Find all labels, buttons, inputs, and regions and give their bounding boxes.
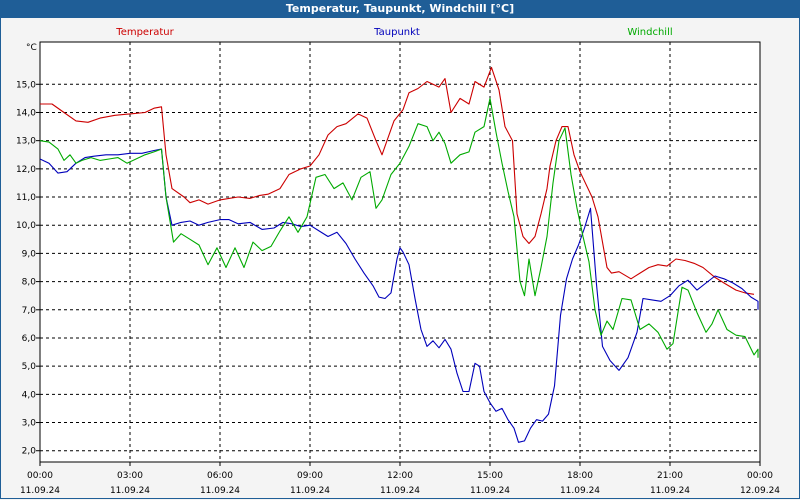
x-tick-time: 09:00 — [297, 471, 323, 481]
y-tick-label: 8,0 — [22, 278, 37, 288]
x-tick-date: 11.09.24 — [20, 486, 60, 496]
y-tick-label: 11,0 — [16, 193, 36, 203]
x-tick-time: 03:00 — [117, 471, 143, 481]
y-tick-label: 4,0 — [22, 390, 37, 400]
grid-lines — [40, 42, 760, 462]
x-tick-date: 11.09.24 — [380, 486, 420, 496]
x-tick-time: 00:00 — [27, 471, 53, 481]
x-tick-time: 00:00 — [747, 471, 773, 481]
legend-entry-temperatur: Temperatur — [115, 27, 174, 38]
legend-entry-windchill: Windchill — [627, 27, 672, 38]
legend-entry-taupunkt: Taupunkt — [373, 27, 420, 38]
x-tick-date: 12.09.24 — [740, 486, 780, 496]
x-tick-time: 12:00 — [387, 471, 413, 481]
legend: Temperatur Taupunkt Windchill — [115, 27, 672, 38]
y-tick-label: 7,0 — [22, 306, 37, 316]
series-lines — [39, 66, 759, 443]
x-axis: 00:00 11.09.24 03:00 11.09.24 06:00 11.09.24 0… — [20, 462, 780, 496]
x-tick-date: 11.09.24 — [200, 486, 240, 496]
y-axis: 2,0 3,0 4,0 5,0 6,0 7,0 8,0 9,0 10,0 11,0 12,0 13,0… — [16, 80, 40, 457]
y-tick-label: 6,0 — [22, 334, 37, 344]
series-line-temperatur — [40, 66, 755, 295]
y-tick-label: 15,0 — [16, 80, 36, 90]
x-tick-date: 11.09.24 — [560, 486, 600, 496]
x-tick-time: 21:00 — [657, 471, 683, 481]
y-tick-label: 13,0 — [16, 137, 36, 147]
chart-title: Temperatur, Taupunkt, Windchill [°C] — [0, 0, 800, 18]
x-tick-date: 11.09.24 — [650, 486, 690, 496]
x-tick-date: 11.09.24 — [110, 486, 150, 496]
y-unit-label: °C — [26, 43, 37, 53]
series-line-windchill — [39, 97, 759, 358]
x-tick-time: 15:00 — [477, 471, 503, 481]
x-tick-time: 18:00 — [567, 471, 593, 481]
y-tick-label: 3,0 — [22, 419, 37, 429]
y-tick-label: 14,0 — [16, 108, 36, 118]
x-tick-date: 11.09.24 — [470, 486, 510, 496]
series-line-taupunkt — [39, 148, 759, 443]
x-tick-time: 06:00 — [207, 471, 233, 481]
y-tick-label: 2,0 — [22, 447, 37, 457]
y-tick-label: 10,0 — [16, 221, 36, 231]
y-tick-label: 5,0 — [22, 362, 37, 372]
x-tick-date: 11.09.24 — [290, 486, 330, 496]
y-tick-label: 12,0 — [16, 165, 36, 175]
y-tick-label: 9,0 — [22, 249, 37, 259]
